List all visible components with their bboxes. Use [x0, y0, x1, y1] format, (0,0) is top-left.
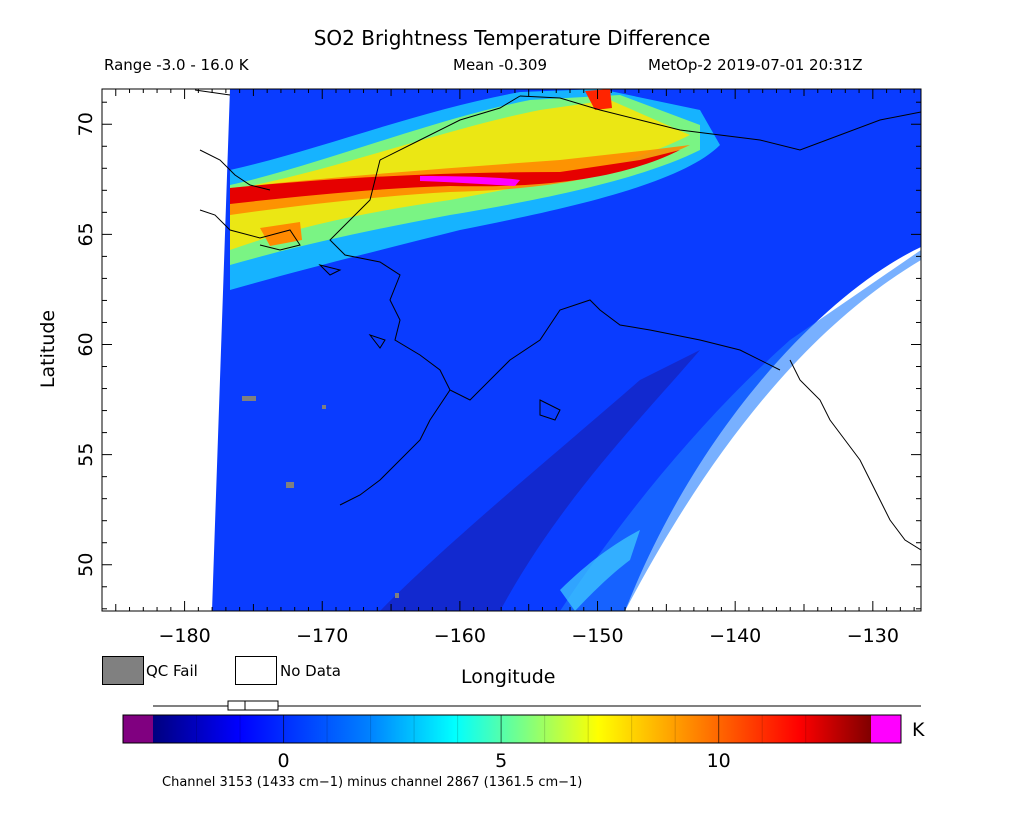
colorbar-tick-label: 5: [495, 750, 508, 772]
coastline-peninsula: [339, 389, 451, 506]
y-tick-label: 65: [75, 222, 97, 246]
qc-pixel: [395, 593, 399, 598]
x-ticks: −180 −170 −160 −150 −140 −130: [101, 89, 915, 647]
colorbar-minor-ticks: [196, 715, 807, 743]
x-tick-label: −150: [571, 625, 623, 647]
swath-edge-patch: [560, 530, 640, 611]
y-ticks: 70 65 60 55 50: [75, 101, 921, 610]
range-indicator: [153, 700, 921, 711]
colorbar-gradient: [153, 715, 871, 743]
footnote: Channel 3153 (1433 cm−1) minus channel 2…: [162, 775, 583, 790]
colorbar-unit: K: [912, 719, 925, 741]
y-axis-label: Latitude: [37, 309, 59, 389]
x-tick-label: −160: [434, 625, 486, 647]
y-tick-label: 60: [75, 332, 97, 356]
satellite-time-text: MetOp-2 2019-07-01 20:31Z: [648, 56, 863, 74]
x-tick-label: −140: [709, 625, 761, 647]
colorbar: [122, 714, 902, 744]
x-axis-label: Longitude: [461, 666, 556, 688]
plot-frame: [101, 88, 922, 612]
x-tick-label: −130: [847, 625, 899, 647]
colorbar-tick-label: 10: [706, 750, 731, 772]
coastline-islands: [318, 264, 561, 421]
coastline-southeast: [789, 359, 921, 551]
no-data-swatch: [235, 656, 277, 685]
no-data-label: No Data: [280, 662, 341, 680]
colorbar-over: [871, 715, 901, 743]
coastline-alaska-north: [519, 95, 921, 151]
y-tick-label: 50: [75, 553, 97, 577]
y-tick-label: 70: [75, 112, 97, 136]
coastlines: [194, 89, 921, 551]
qc-fail-swatch: [102, 656, 144, 685]
qc-fail-label: QC Fail: [146, 662, 198, 680]
qc-pixel: [322, 405, 326, 409]
qc-pixel: [242, 396, 256, 401]
qc-pixel: [286, 482, 294, 488]
chart-title: SO2 Brightness Temperature Difference: [313, 26, 711, 50]
y-tick-label: 55: [75, 443, 97, 467]
range-box: [227, 700, 279, 711]
plume-red-upper: [585, 89, 612, 110]
range-text: Range -3.0 - 16.0 K: [104, 56, 249, 74]
colorbar-under: [123, 715, 153, 743]
swath-light-edge: [560, 250, 921, 611]
colorbar-frame: [122, 714, 902, 744]
swath-dark-band: [380, 350, 700, 611]
plume-orange-west: [260, 222, 302, 246]
colorbar-tick-label: 0: [277, 750, 290, 772]
plume-magenta-core: [420, 176, 520, 186]
mean-text: Mean -0.309: [453, 56, 547, 74]
x-tick-label: −180: [158, 625, 210, 647]
x-tick-label: −170: [296, 625, 348, 647]
